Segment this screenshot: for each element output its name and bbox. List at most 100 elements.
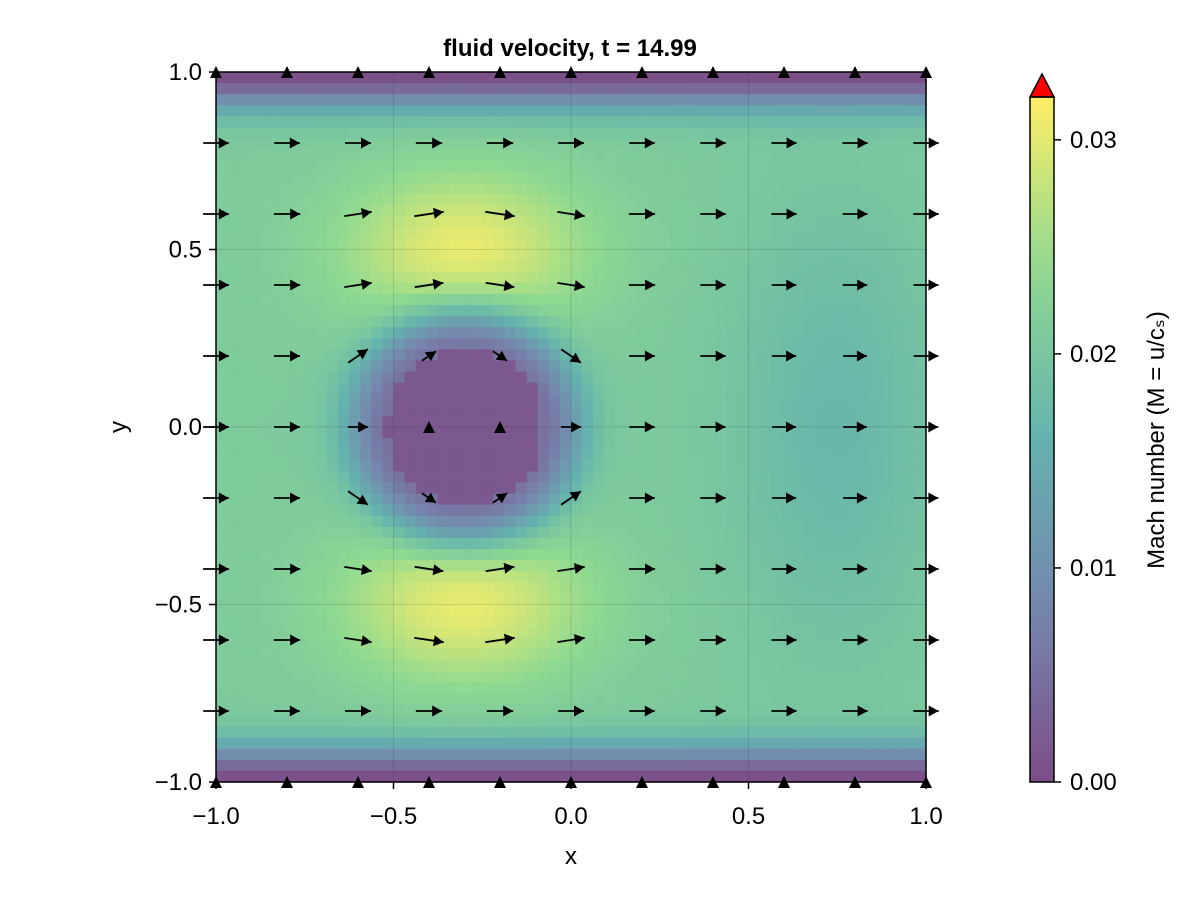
heatmap-cell (349, 304, 361, 317)
heatmap-cell (437, 715, 450, 728)
heatmap-cell (404, 238, 417, 251)
velocity-arrow-head (786, 350, 797, 362)
heatmap-cell (670, 759, 683, 772)
heatmap-cell (271, 526, 284, 539)
heatmap-cell (371, 260, 383, 273)
heatmap-cell (792, 360, 805, 373)
heatmap-cell (848, 427, 861, 439)
heatmap-cell (249, 737, 261, 750)
heatmap-cell (559, 227, 572, 239)
heatmap-cell (593, 482, 605, 495)
heatmap-cell (770, 227, 783, 239)
heatmap-cell (304, 105, 317, 117)
heatmap-cell (903, 249, 916, 262)
heatmap-cell (548, 715, 561, 728)
heatmap-cell (493, 316, 506, 328)
heatmap-cell (803, 116, 816, 129)
heatmap-cell (371, 526, 383, 539)
heatmap-cell (803, 648, 816, 661)
heatmap-cell (826, 626, 838, 639)
heatmap-cell (227, 626, 239, 639)
heatmap-cell (304, 393, 317, 406)
heatmap-cell (715, 404, 727, 417)
heatmap-cell (792, 770, 805, 783)
heatmap-cell (304, 648, 317, 661)
heatmap-cell (914, 316, 927, 328)
heatmap-cell (870, 471, 883, 484)
heatmap-cell (304, 338, 317, 350)
heatmap-cell (803, 94, 816, 106)
heatmap-cell (315, 704, 328, 717)
heatmap-cell (604, 182, 616, 195)
heatmap-cell (659, 615, 672, 628)
heatmap-cell (870, 637, 883, 650)
heatmap-cell (393, 338, 406, 350)
heatmap-cell (238, 748, 250, 761)
heatmap-cell (626, 127, 639, 140)
heatmap-cell (693, 304, 705, 317)
heatmap-cell (748, 404, 761, 417)
heatmap-cell (582, 415, 594, 428)
heatmap-cell (571, 238, 583, 251)
heatmap-cell (670, 94, 683, 106)
heatmap-cell (349, 682, 361, 694)
heatmap-cell (870, 427, 883, 439)
heatmap-cell (903, 382, 916, 395)
heatmap-cell (537, 682, 550, 694)
heatmap-cell (770, 238, 783, 251)
heatmap-cell (781, 770, 794, 783)
heatmap-cell (726, 593, 738, 606)
heatmap-cell (637, 160, 650, 173)
heatmap-cell (870, 194, 883, 206)
heatmap-cell (837, 116, 849, 129)
heatmap-cell (792, 682, 805, 694)
heatmap-cell (460, 105, 472, 117)
heatmap-cell (737, 582, 750, 594)
heatmap-cell (770, 293, 783, 306)
heatmap-cell (870, 438, 883, 450)
heatmap-cell (415, 504, 428, 517)
heatmap-cell (404, 637, 417, 650)
heatmap-cell (626, 316, 639, 328)
heatmap-cell (504, 482, 517, 495)
heatmap-cell (914, 560, 927, 572)
heatmap-cell (859, 238, 872, 251)
heatmap-cell (360, 593, 372, 606)
velocity-arrow-head (856, 350, 867, 362)
heatmap-cell (249, 105, 261, 117)
heatmap-cell (382, 582, 395, 594)
heatmap-cell (216, 449, 228, 461)
heatmap-cell (848, 338, 861, 350)
heatmap-cell (770, 105, 783, 117)
heatmap-cell (315, 737, 328, 750)
heatmap-cell (571, 615, 583, 628)
velocity-arrow-head (495, 493, 508, 504)
heatmap-cell (537, 493, 550, 506)
heatmap-cell (903, 216, 916, 228)
heatmap-cell (792, 393, 805, 406)
heatmap-cell (693, 171, 705, 184)
heatmap-cell (504, 238, 517, 251)
heatmap-cell (903, 648, 916, 661)
heatmap-cell (881, 415, 894, 428)
heatmap-cell (304, 482, 317, 495)
heatmap-cell (382, 138, 395, 151)
heatmap-cell (548, 582, 561, 594)
heatmap-cell (326, 138, 339, 151)
heatmap-cell (681, 748, 694, 761)
colorbar-label: Mach number (M = u/cₛ) (1143, 311, 1170, 569)
heatmap-cell (837, 626, 849, 639)
velocity-arrow-head (569, 352, 581, 363)
heatmap-cell (304, 194, 317, 206)
heatmap-cell (493, 194, 506, 206)
heatmap-cell (693, 471, 705, 484)
heatmap-cell (238, 72, 250, 84)
heatmap-cell (349, 659, 361, 672)
heatmap-cell (260, 482, 273, 495)
heatmap-cell (748, 238, 761, 251)
heatmap-cell (626, 282, 639, 295)
heatmap-cell (803, 427, 816, 439)
heatmap-cell (571, 715, 583, 728)
heatmap-cell (859, 571, 872, 583)
heatmap-cell (781, 482, 794, 495)
